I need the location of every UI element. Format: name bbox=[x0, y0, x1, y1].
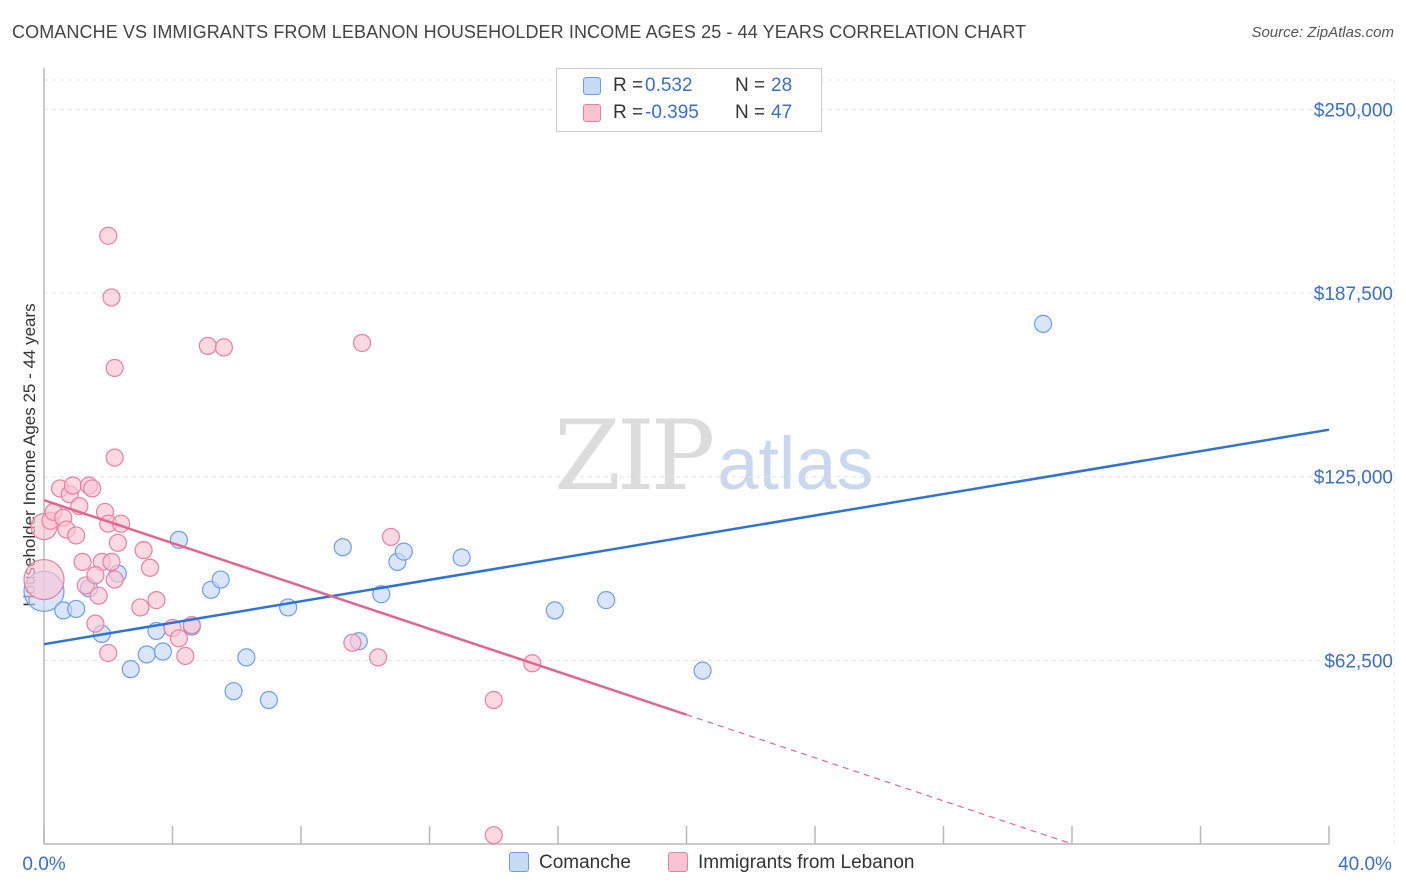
bottom-legend-comanche: Comanche bbox=[509, 852, 631, 874]
lebanon-point bbox=[108, 533, 127, 552]
comanche-point bbox=[394, 542, 413, 561]
legend-n-value: 28 bbox=[771, 75, 793, 96]
lebanon-point bbox=[134, 541, 153, 560]
legend-n-value: 47 bbox=[771, 102, 793, 123]
comanche-legend-label: Comanche bbox=[539, 852, 631, 873]
comanche-point bbox=[333, 538, 352, 557]
bottom-legend-lebanon: Immigrants from Lebanon bbox=[668, 852, 915, 874]
lebanon-point bbox=[63, 476, 83, 495]
comanche-point bbox=[224, 682, 243, 701]
lebanon-point bbox=[214, 338, 233, 357]
comanche-trendline bbox=[43, 428, 1330, 646]
watermark: ZIPatlas bbox=[554, 400, 874, 512]
comanche-point bbox=[137, 645, 156, 664]
lebanon-point bbox=[484, 690, 503, 710]
comanche-point bbox=[259, 690, 278, 710]
comanche-legend-swatch bbox=[509, 852, 529, 872]
lebanon-point bbox=[83, 479, 102, 498]
y-tick-label: $250,000 bbox=[1314, 100, 1393, 121]
lebanon-point bbox=[86, 566, 105, 585]
comanche-point bbox=[67, 599, 86, 619]
lebanon-point bbox=[105, 448, 124, 467]
lebanon-point bbox=[67, 526, 86, 545]
comanche-point bbox=[545, 601, 564, 620]
lebanon-trendline-extension bbox=[686, 714, 1073, 845]
lebanon-point bbox=[99, 226, 118, 245]
lebanon-point bbox=[176, 646, 195, 666]
lebanon-point bbox=[169, 629, 189, 648]
lebanon-point bbox=[140, 558, 160, 577]
legend-r-value: -0.395 bbox=[645, 102, 699, 123]
comanche-point bbox=[237, 648, 256, 667]
comanche-point bbox=[372, 585, 391, 604]
lebanon-legend-swatch bbox=[668, 852, 688, 872]
x-tick-label-max: 40.0% bbox=[1338, 854, 1392, 875]
lebanon-point bbox=[484, 826, 503, 845]
watermark-zip: ZIP bbox=[554, 400, 715, 512]
lebanon-point bbox=[23, 558, 65, 601]
y-tick-label: $187,500 bbox=[1314, 284, 1393, 305]
source-label: Source: ZipAtlas.com bbox=[1251, 24, 1394, 41]
legend-n-label: N = bbox=[735, 75, 766, 96]
lebanon-point bbox=[99, 643, 118, 663]
legend-n-label: N = bbox=[735, 102, 766, 123]
lebanon-point bbox=[102, 552, 121, 572]
comanche-point bbox=[693, 661, 712, 680]
lebanon-point bbox=[369, 648, 388, 667]
correlation-legend: R = 0.532 N = 28 R = -0.395 N = 47 bbox=[556, 68, 822, 132]
lebanon-trendline bbox=[43, 499, 687, 716]
comanche-point bbox=[1033, 314, 1053, 333]
comanche-point bbox=[452, 548, 471, 567]
lebanon-point bbox=[89, 586, 108, 605]
legend-r-label: R = bbox=[613, 102, 644, 123]
comanche-point bbox=[597, 591, 616, 610]
lebanon-legend-label: Immigrants from Lebanon bbox=[698, 852, 915, 873]
lebanon-point bbox=[105, 358, 124, 378]
legend-r-value: 0.532 bbox=[645, 75, 693, 96]
lebanon-point bbox=[73, 552, 92, 572]
lebanon-swatch bbox=[583, 104, 601, 122]
legend-r-label: R = bbox=[613, 75, 644, 96]
x-tick-label-min: 0.0% bbox=[22, 854, 65, 875]
lebanon-point bbox=[131, 598, 150, 617]
lebanon-point bbox=[381, 527, 401, 547]
comanche-swatch bbox=[583, 77, 601, 95]
lebanon-point bbox=[102, 288, 121, 307]
y-tick-label: $62,500 bbox=[1324, 651, 1393, 672]
comanche-point bbox=[153, 642, 172, 661]
comanche-point bbox=[121, 660, 140, 679]
lebanon-point bbox=[352, 333, 372, 353]
lebanon-point bbox=[198, 336, 217, 356]
lebanon-point bbox=[147, 591, 166, 610]
lebanon-point bbox=[86, 614, 105, 633]
y-tick-label: $125,000 bbox=[1314, 468, 1393, 489]
chart-title: COMANCHE VS IMMIGRANTS FROM LEBANON HOUS… bbox=[12, 22, 1027, 42]
lebanon-point bbox=[105, 570, 124, 589]
comanche-point bbox=[211, 570, 230, 589]
lebanon-point bbox=[343, 633, 362, 652]
watermark-atlas: atlas bbox=[717, 422, 874, 505]
